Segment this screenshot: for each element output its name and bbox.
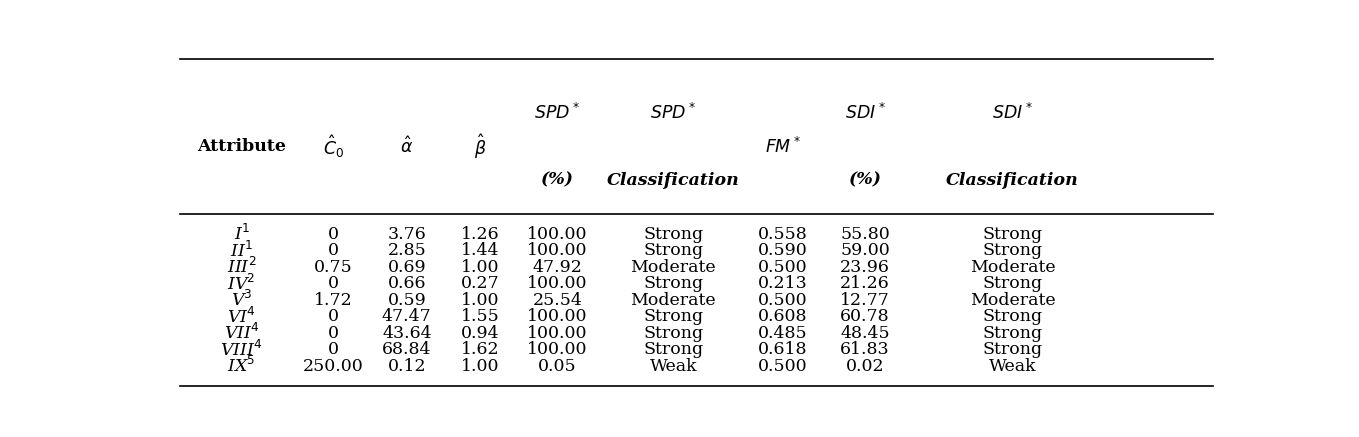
Text: 47.47: 47.47 — [382, 308, 432, 325]
Text: 100.00: 100.00 — [527, 325, 587, 342]
Text: 60.78: 60.78 — [840, 308, 890, 325]
Text: 25.54: 25.54 — [533, 291, 583, 309]
Text: 1.62: 1.62 — [461, 341, 500, 358]
Text: III$^2$: III$^2$ — [227, 257, 257, 277]
Text: 47.92: 47.92 — [533, 259, 583, 276]
Text: 0.75: 0.75 — [314, 259, 352, 276]
Text: Strong: Strong — [983, 308, 1042, 325]
Text: $FM^*$: $FM^*$ — [765, 137, 800, 157]
Text: 0.558: 0.558 — [758, 225, 807, 243]
Text: Strong: Strong — [983, 275, 1042, 292]
Text: 0.94: 0.94 — [461, 325, 500, 342]
Text: 100.00: 100.00 — [527, 242, 587, 259]
Text: 100.00: 100.00 — [527, 341, 587, 358]
Text: Strong: Strong — [643, 341, 704, 358]
Text: 250.00: 250.00 — [303, 357, 363, 375]
Text: Strong: Strong — [983, 225, 1042, 243]
Text: $\hat{C}_0$: $\hat{C}_0$ — [322, 133, 344, 160]
Text: $\hat{\beta}$: $\hat{\beta}$ — [474, 132, 487, 161]
Text: 0: 0 — [328, 341, 338, 358]
Text: Moderate: Moderate — [631, 259, 716, 276]
Text: Strong: Strong — [643, 308, 704, 325]
Text: 1.00: 1.00 — [461, 291, 500, 309]
Text: $\hat{\alpha}$: $\hat{\alpha}$ — [401, 136, 413, 157]
Text: 0.27: 0.27 — [461, 275, 500, 292]
Text: Strong: Strong — [643, 325, 704, 342]
Text: (%): (%) — [541, 172, 573, 189]
Text: 0.618: 0.618 — [758, 341, 807, 358]
Text: 0.05: 0.05 — [538, 357, 576, 375]
Text: 1.44: 1.44 — [461, 242, 500, 259]
Text: IX$^5$: IX$^5$ — [227, 356, 255, 376]
Text: 0.213: 0.213 — [758, 275, 807, 292]
Text: $SDI^*$: $SDI^*$ — [992, 103, 1033, 123]
Text: I$^1$: I$^1$ — [234, 224, 250, 244]
Text: 0: 0 — [328, 242, 338, 259]
Text: 0.485: 0.485 — [758, 325, 807, 342]
Text: Strong: Strong — [983, 325, 1042, 342]
Text: 1.26: 1.26 — [461, 225, 500, 243]
Text: 1.72: 1.72 — [314, 291, 352, 309]
Text: 1.00: 1.00 — [461, 357, 500, 375]
Text: 1.00: 1.00 — [461, 259, 500, 276]
Text: Strong: Strong — [643, 225, 704, 243]
Text: Classification: Classification — [607, 172, 739, 189]
Text: Moderate: Moderate — [969, 259, 1056, 276]
Text: 68.84: 68.84 — [382, 341, 432, 358]
Text: Attribute: Attribute — [197, 138, 285, 155]
Text: 2.85: 2.85 — [387, 242, 427, 259]
Text: 0.500: 0.500 — [758, 259, 807, 276]
Text: Strong: Strong — [983, 341, 1042, 358]
Text: 0.500: 0.500 — [758, 357, 807, 375]
Text: 61.83: 61.83 — [840, 341, 890, 358]
Text: 0: 0 — [328, 275, 338, 292]
Text: 0.02: 0.02 — [845, 357, 885, 375]
Text: Strong: Strong — [643, 275, 704, 292]
Text: VI$^4$: VI$^4$ — [227, 306, 255, 326]
Text: (%): (%) — [848, 172, 882, 189]
Text: VII$^4$: VII$^4$ — [224, 323, 260, 343]
Text: 48.45: 48.45 — [840, 325, 890, 342]
Text: 0: 0 — [328, 325, 338, 342]
Text: V$^3$: V$^3$ — [231, 290, 253, 310]
Text: $SPD^*$: $SPD^*$ — [650, 103, 696, 123]
Text: $SPD^*$: $SPD^*$ — [534, 103, 580, 123]
Text: 0: 0 — [328, 225, 338, 243]
Text: II$^1$: II$^1$ — [230, 241, 253, 261]
Text: 43.64: 43.64 — [382, 325, 432, 342]
Text: 100.00: 100.00 — [527, 308, 587, 325]
Text: Strong: Strong — [983, 242, 1042, 259]
Text: 100.00: 100.00 — [527, 225, 587, 243]
Text: 3.76: 3.76 — [387, 225, 427, 243]
Text: Strong: Strong — [643, 242, 704, 259]
Text: Classification: Classification — [946, 172, 1079, 189]
Text: Moderate: Moderate — [631, 291, 716, 309]
Text: Moderate: Moderate — [969, 291, 1056, 309]
Text: 0: 0 — [328, 308, 338, 325]
Text: 0.590: 0.590 — [758, 242, 807, 259]
Text: 0.12: 0.12 — [387, 357, 427, 375]
Text: Weak: Weak — [650, 357, 697, 375]
Text: IV$^2$: IV$^2$ — [227, 274, 255, 294]
Text: 0.66: 0.66 — [387, 275, 427, 292]
Text: 0.59: 0.59 — [387, 291, 427, 309]
Text: 12.77: 12.77 — [840, 291, 890, 309]
Text: 0.608: 0.608 — [758, 308, 807, 325]
Text: 23.96: 23.96 — [840, 259, 890, 276]
Text: 1.55: 1.55 — [461, 308, 500, 325]
Text: 100.00: 100.00 — [527, 275, 587, 292]
Text: $SDI^*$: $SDI^*$ — [844, 103, 886, 123]
Text: 21.26: 21.26 — [840, 275, 890, 292]
Text: 59.00: 59.00 — [840, 242, 890, 259]
Text: VIII$^4$: VIII$^4$ — [220, 340, 262, 360]
Text: Weak: Weak — [988, 357, 1037, 375]
Text: 0.500: 0.500 — [758, 291, 807, 309]
Text: 55.80: 55.80 — [840, 225, 890, 243]
Text: 0.69: 0.69 — [387, 259, 427, 276]
